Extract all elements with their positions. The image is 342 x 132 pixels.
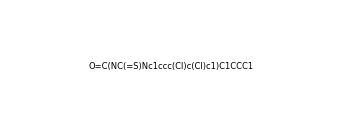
Text: O=C(NC(=S)Nc1ccc(Cl)c(Cl)c1)C1CCC1: O=C(NC(=S)Nc1ccc(Cl)c(Cl)c1)C1CCC1 (89, 62, 253, 70)
